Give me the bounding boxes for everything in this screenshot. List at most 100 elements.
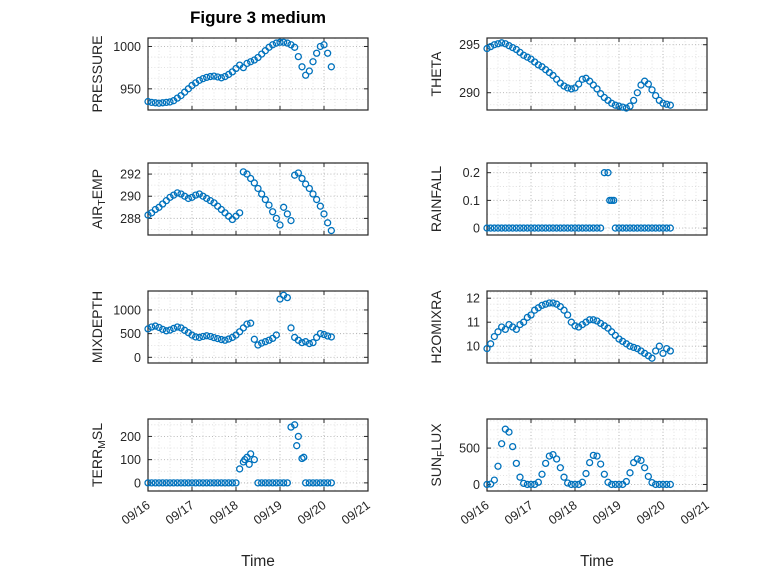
subplot-pressure: 950 1000 PRESSURE bbox=[89, 35, 369, 113]
data-point bbox=[520, 224, 528, 232]
x-axis-label-right: Time bbox=[580, 553, 614, 570]
data-point bbox=[498, 39, 506, 47]
data-point bbox=[483, 480, 491, 489]
data-point bbox=[316, 202, 324, 210]
data-point bbox=[652, 347, 660, 355]
data-point bbox=[622, 224, 630, 232]
data-point bbox=[593, 452, 601, 460]
data-point bbox=[641, 464, 649, 472]
data-point bbox=[571, 224, 579, 232]
data-point bbox=[291, 421, 299, 429]
data-point bbox=[498, 440, 506, 448]
data-point bbox=[663, 480, 671, 489]
data-point bbox=[283, 210, 291, 218]
data-point bbox=[633, 455, 641, 463]
data-point bbox=[261, 479, 269, 487]
data-point bbox=[280, 203, 288, 211]
data-point bbox=[589, 451, 597, 460]
y-tick-label: 0 bbox=[473, 222, 480, 236]
data-point bbox=[261, 47, 269, 55]
data-point bbox=[648, 478, 656, 487]
data-point bbox=[597, 224, 605, 232]
data-point bbox=[155, 479, 163, 487]
x-tick-label: 09/21 bbox=[678, 498, 712, 527]
data-point bbox=[258, 339, 266, 347]
data-point bbox=[159, 325, 167, 334]
data-point bbox=[597, 460, 605, 468]
data-point bbox=[626, 469, 634, 477]
data-point bbox=[243, 320, 251, 328]
data-point bbox=[483, 224, 491, 232]
data-point bbox=[487, 340, 495, 348]
data-point bbox=[523, 53, 531, 61]
data-point bbox=[549, 299, 557, 307]
y-tick-label: 288 bbox=[120, 212, 141, 226]
axes-frame bbox=[147, 37, 369, 111]
data-point bbox=[148, 479, 156, 487]
y-tick-label: 11 bbox=[467, 316, 480, 330]
data-point bbox=[520, 479, 528, 488]
y-tick-label: 292 bbox=[120, 168, 141, 182]
data-point bbox=[560, 306, 568, 314]
data-point bbox=[549, 450, 557, 459]
y-tick-label: 1000 bbox=[113, 40, 141, 54]
data-point bbox=[564, 479, 572, 487]
x-tick-label: 09/18 bbox=[207, 498, 241, 527]
x-tick-label: 09/19 bbox=[251, 498, 285, 527]
data-point bbox=[302, 71, 310, 79]
axes-frame bbox=[147, 162, 369, 236]
data-point bbox=[221, 479, 229, 487]
data-point bbox=[564, 224, 572, 232]
data-point bbox=[578, 478, 586, 486]
data-point bbox=[144, 325, 152, 333]
data-point bbox=[545, 224, 553, 232]
data-point bbox=[221, 72, 229, 81]
data-point bbox=[549, 71, 557, 80]
data-point bbox=[575, 80, 583, 88]
data-point bbox=[589, 316, 597, 324]
data-point bbox=[586, 77, 594, 85]
data-point bbox=[166, 98, 174, 106]
data-point bbox=[276, 221, 284, 229]
subplot-h2omixra: 10 11 12 H2OMIXRA bbox=[428, 290, 708, 364]
data-point bbox=[272, 214, 280, 223]
data-point bbox=[327, 479, 335, 487]
data-point bbox=[214, 479, 222, 487]
data-point bbox=[490, 41, 498, 49]
data-point bbox=[203, 73, 211, 82]
x-tick-label: 09/16 bbox=[458, 498, 492, 527]
data-point bbox=[652, 224, 660, 232]
data-point bbox=[648, 86, 656, 94]
data-point bbox=[298, 63, 306, 71]
data-point bbox=[316, 42, 324, 51]
data-point bbox=[265, 479, 273, 487]
data-point bbox=[608, 328, 616, 336]
data-point bbox=[236, 328, 244, 336]
data-point bbox=[534, 224, 542, 232]
y-axis-label-pressure: PRESSURE bbox=[89, 35, 105, 112]
data-point bbox=[170, 479, 178, 487]
data-point bbox=[265, 201, 273, 209]
data-point bbox=[293, 442, 301, 450]
data-point bbox=[170, 324, 178, 333]
y-axis-label-h2omixra: H2OMIXRA bbox=[428, 290, 444, 364]
y-axis-label-rainfall: RAINFALL bbox=[428, 166, 444, 232]
data-point bbox=[188, 479, 196, 487]
data-point bbox=[236, 209, 244, 217]
data-point bbox=[531, 480, 539, 489]
data-point bbox=[203, 479, 211, 487]
data-point bbox=[615, 102, 623, 110]
data-point bbox=[556, 224, 564, 232]
data-point bbox=[523, 480, 531, 489]
data-point bbox=[606, 196, 614, 205]
data-point bbox=[261, 338, 269, 346]
data-point bbox=[247, 450, 255, 458]
data-point bbox=[159, 99, 167, 107]
y-tick-label: 290 bbox=[459, 86, 480, 100]
data-point bbox=[622, 104, 630, 112]
data-point bbox=[324, 49, 332, 57]
subplot-rainfall: 0 0.1 0.2 RAINFALL bbox=[428, 162, 708, 236]
subplot-terr_msl: 0 100 200 09/16 09/17 09/18 09/19 09/20 09/21 TER… bbox=[89, 418, 373, 527]
data-point bbox=[509, 442, 517, 451]
data-point bbox=[269, 41, 277, 49]
